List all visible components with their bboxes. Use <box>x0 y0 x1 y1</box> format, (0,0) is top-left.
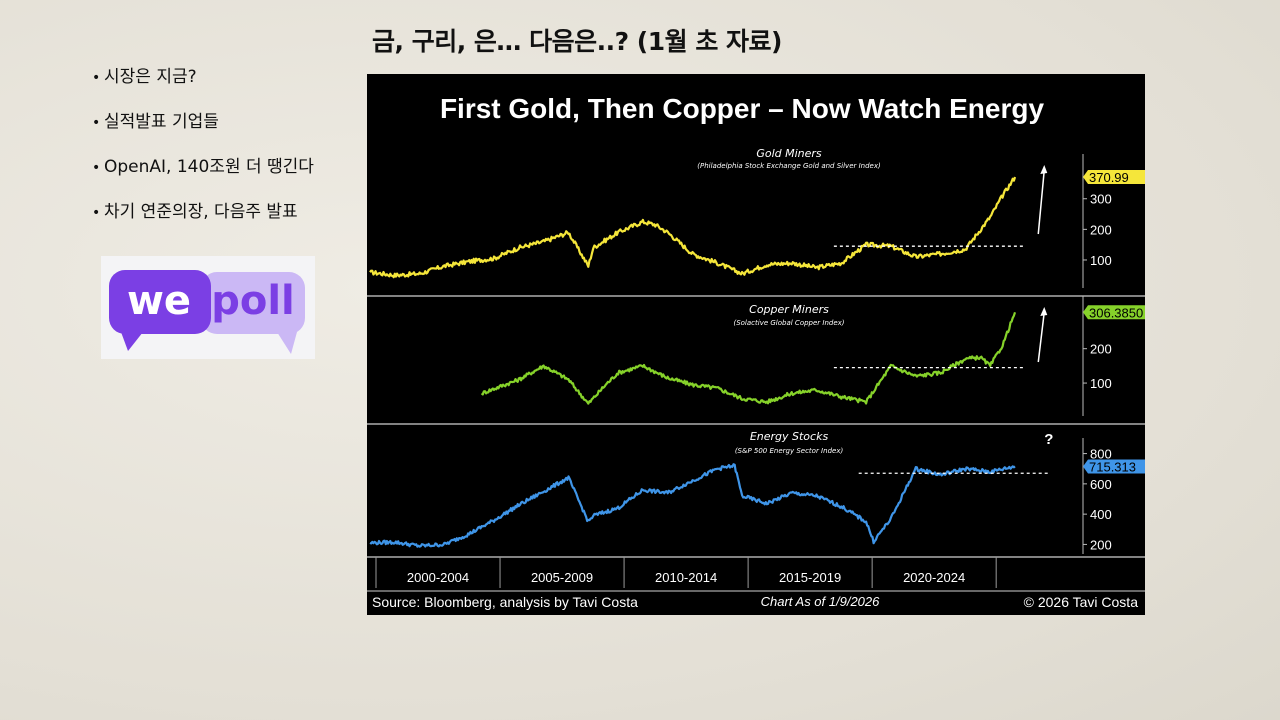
bullet-item: • OpenAI, 140조원 더 땡긴다 <box>92 157 314 177</box>
y-tick-label: 800 <box>1090 447 1112 462</box>
y-tick-label: 300 <box>1090 192 1112 207</box>
panel-copper-miners: Copper Miners (Solactive Global Copper In… <box>367 295 1145 416</box>
last-value-badge: 715.313 <box>1083 459 1145 474</box>
last-value-badge: 370.99 <box>1083 170 1145 185</box>
chart-source: Source: Bloomberg, analysis by Tavi Cost… <box>372 594 638 610</box>
last-value-badge-bg <box>1083 459 1145 474</box>
bullet-item: • 시장은 지금? <box>92 67 197 87</box>
panel-energy-stocks: Energy Stocks (S&P 500 Energy Sector Inde… <box>367 423 1145 554</box>
chart-svg: First Gold, Then Copper – Now Watch Ener… <box>367 93 1145 610</box>
logo-bubble-back <box>201 272 305 334</box>
x-period-label: 2020-2024 <box>903 570 965 585</box>
panel-subtitle: (Solactive Global Copper Index) <box>733 319 844 327</box>
y-tick-label: 200 <box>1090 537 1112 552</box>
y-tick-label: 400 <box>1090 507 1112 522</box>
bullet-text: 실적발표 기업들 <box>104 112 219 132</box>
up-arrow-icon <box>1037 311 1046 363</box>
x-period-label: 2000-2004 <box>407 570 469 585</box>
x-period-label: 2005-2009 <box>531 570 593 585</box>
last-value-label: 370.99 <box>1089 170 1129 185</box>
panel-title: Gold Miners <box>756 147 822 160</box>
bullet-text: OpenAI, 140조원 더 땡긴다 <box>104 157 314 177</box>
y-tick-label: 200 <box>1090 222 1112 237</box>
x-axis: 2000-2004 2005-2009 2010-2014 2015-2019 2020… <box>367 556 1145 592</box>
chart-image: First Gold, Then Copper – Now Watch Ener… <box>367 74 1145 615</box>
panel-subtitle: (Philadelphia Stock Exchange Gold and Si… <box>697 162 881 170</box>
logo-text-poll: poll <box>211 278 295 324</box>
logo-bubble-front-tail <box>121 332 143 351</box>
series-line <box>369 176 1017 279</box>
panel-gold-miners: Gold Miners (Philadelphia Stock Exchange … <box>369 147 1145 288</box>
logo-bubble-front <box>109 270 211 334</box>
up-arrow-head-icon <box>1040 165 1048 174</box>
series-line <box>369 463 1016 548</box>
wepoll-logo: we poll <box>101 256 315 359</box>
y-tick-label: 100 <box>1090 253 1112 268</box>
bullet-item: • 차기 연준의장, 다음주 발표 <box>92 202 298 222</box>
last-value-badge-bg <box>1083 305 1145 320</box>
panel-subtitle: (S&P 500 Energy Sector Index) <box>735 447 844 455</box>
chart-title: First Gold, Then Copper – Now Watch Ener… <box>440 93 1045 124</box>
question-mark-annotation: ? <box>1044 431 1053 448</box>
chart-copyright: © 2026 Tavi Costa <box>1024 594 1139 610</box>
y-tick-label: 200 <box>1090 342 1112 357</box>
x-period-label: 2015-2019 <box>779 570 841 585</box>
series-line <box>480 311 1017 405</box>
bullet-list: • 시장은 지금? • 실적발표 기업들 • OpenAI, 140조원 더 땡긴다 … <box>92 62 314 242</box>
up-arrow-icon <box>1037 169 1046 235</box>
x-period-label: 2010-2014 <box>655 570 717 585</box>
panel-title: Copper Miners <box>749 303 829 316</box>
last-value-label: 306.3850 <box>1089 305 1143 320</box>
slide-title: 금, 구리, 은… 다음은..? (1월 초 자료) <box>372 27 782 56</box>
wepoll-logo-graphic: we poll <box>109 270 305 354</box>
panel-title: Energy Stocks <box>750 430 829 443</box>
chart-as-of: Chart As of 1/9/2026 <box>761 594 881 609</box>
last-value-badge-bg <box>1083 170 1145 185</box>
logo-bubble-back-tail <box>277 332 297 354</box>
up-arrow-head-icon <box>1040 307 1048 316</box>
bullet-item: • 실적발표 기업들 <box>92 112 219 132</box>
bullet-text: 차기 연준의장, 다음주 발표 <box>104 202 298 222</box>
last-value-badge: 306.3850 <box>1083 305 1145 320</box>
bullet-text: 시장은 지금? <box>104 67 197 87</box>
last-value-label: 715.313 <box>1089 459 1136 474</box>
logo-text-we: we <box>127 278 191 324</box>
y-tick-label: 600 <box>1090 477 1112 492</box>
y-tick-label: 100 <box>1090 376 1112 391</box>
chart-panels: Gold Miners (Philadelphia Stock Exchange … <box>367 147 1145 554</box>
